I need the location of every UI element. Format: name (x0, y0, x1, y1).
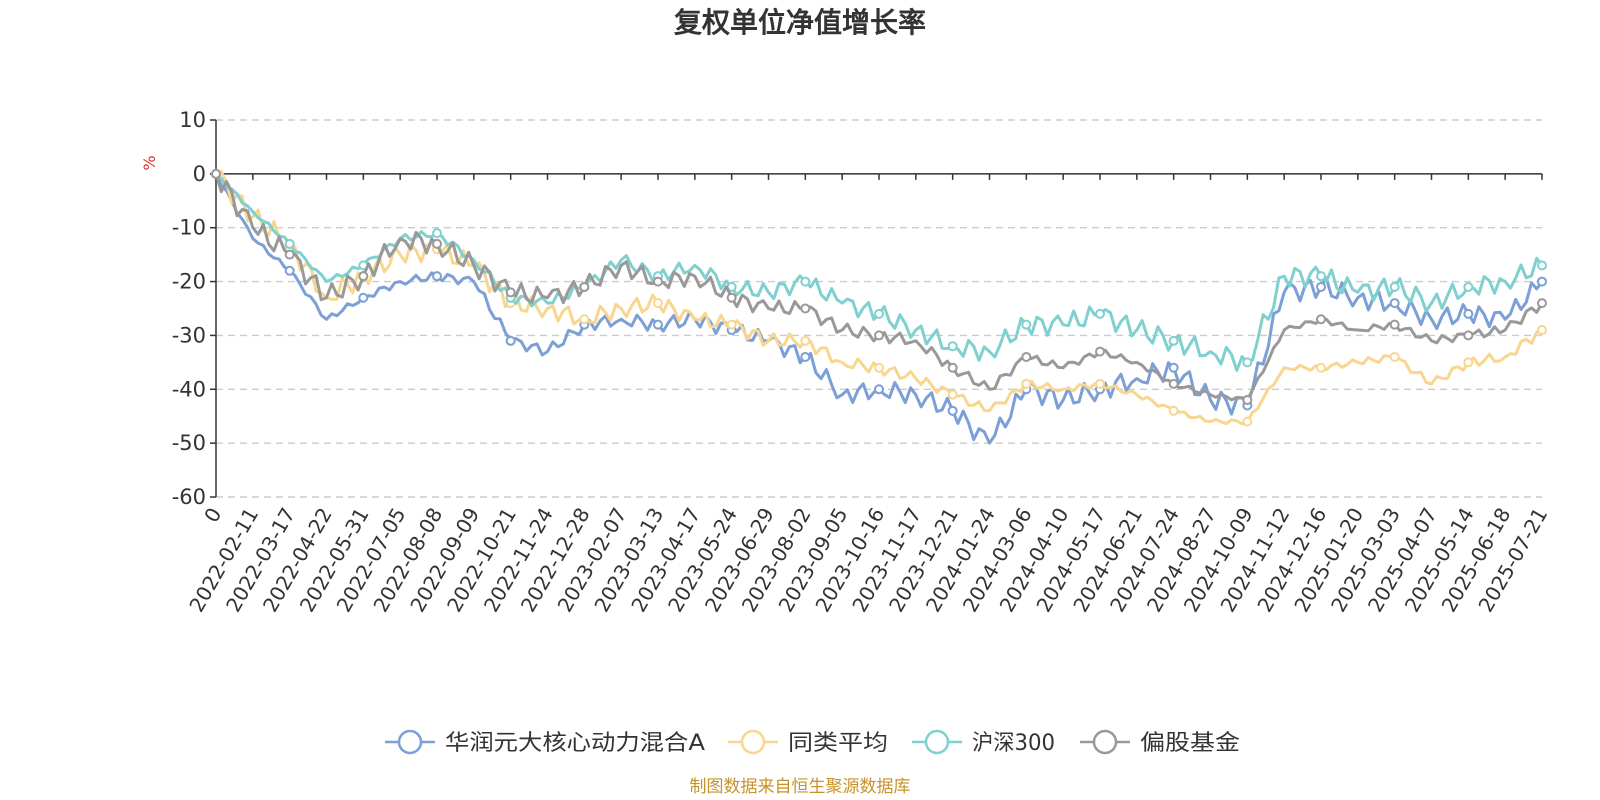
data-point (874, 384, 884, 395)
x-axis-ticks: 02022-02-112022-03-172022-04-222022-05-3… (184, 503, 1552, 616)
data-point (1463, 308, 1474, 319)
legend-label: 华润元大核心动力混合A (445, 731, 705, 756)
data-point (653, 276, 663, 287)
data-point (1021, 378, 1032, 389)
data-point (284, 249, 295, 260)
data-point (726, 319, 737, 330)
data-point (874, 362, 884, 373)
data-point (211, 168, 221, 179)
data-point (1389, 319, 1400, 330)
data-point (1168, 362, 1179, 373)
data-point (284, 265, 295, 276)
legend-marker (924, 729, 950, 755)
y-axis-ticks: 10 0 -10 -20 -30 -40 -50 -60 (172, 108, 206, 509)
data-point (1389, 351, 1400, 362)
data-point (1463, 281, 1474, 292)
source-note: 制图数据来自恒生聚源数据库 (690, 777, 911, 797)
y-tick-label: -40 (172, 377, 206, 401)
data-point (432, 228, 442, 239)
data-point (1168, 335, 1179, 346)
data-point (874, 308, 884, 319)
y-tick-label: -20 (172, 270, 206, 294)
data-point (432, 271, 442, 282)
data-point (1316, 281, 1326, 292)
data-point (1021, 319, 1032, 330)
data-point (1316, 314, 1326, 325)
data-point (1168, 405, 1179, 416)
data-point (653, 319, 663, 330)
chart-title: 复权单位净值增长率 (674, 6, 926, 39)
data-point (874, 330, 884, 341)
data-point (505, 287, 516, 298)
data-point (800, 351, 811, 362)
data-point (1537, 325, 1547, 336)
legend-label: 沪深300 (972, 731, 1055, 756)
y-axis-unit: % (140, 155, 159, 170)
data-point (1095, 378, 1105, 389)
data-point (1316, 271, 1326, 282)
data-point (1463, 330, 1474, 341)
data-point (1537, 260, 1547, 271)
data-point (800, 303, 811, 314)
data-point (1389, 298, 1400, 309)
data-point (284, 238, 295, 249)
data-point (505, 335, 516, 346)
y-tick-label: -60 (172, 485, 206, 509)
data-point (1095, 308, 1105, 319)
data-point (1463, 357, 1474, 368)
data-point (1168, 378, 1179, 389)
data-point (800, 335, 811, 346)
data-point (726, 292, 737, 303)
data-point (947, 362, 958, 373)
data-point (947, 405, 958, 416)
y-tick-label: 0 (193, 162, 206, 186)
data-point (432, 238, 442, 249)
data-point (1242, 395, 1253, 406)
legend-marker (740, 729, 766, 755)
data-point (1389, 281, 1400, 292)
data-point (947, 341, 958, 352)
data-point (579, 314, 590, 325)
data-point (1537, 276, 1547, 287)
y-tick-label: -50 (172, 431, 206, 455)
data-point (358, 292, 369, 303)
y-tick-label: -30 (172, 323, 206, 347)
data-point (1316, 362, 1326, 373)
data-point (579, 281, 590, 292)
data-point (1242, 416, 1253, 427)
series-line (215, 172, 1544, 372)
axes (210, 119, 1543, 498)
data-point (1242, 357, 1253, 368)
data-point (358, 271, 369, 282)
y-tick-label: -10 (172, 216, 206, 240)
y-tick-label: 10 (179, 108, 206, 132)
legend: 华润元大核心动力混合A 同类平均 沪深300 偏股基金 (385, 729, 1240, 756)
legend-marker (397, 729, 423, 755)
data-point (947, 389, 958, 400)
data-point (1537, 298, 1547, 309)
data-point (1095, 346, 1105, 357)
legend-marker (1092, 729, 1118, 755)
series-lines (211, 168, 1547, 445)
series-line (214, 173, 1544, 445)
legend-label: 同类平均 (788, 731, 888, 756)
data-point (653, 298, 663, 309)
data-point (1021, 351, 1032, 362)
data-point (800, 276, 811, 287)
x-tick-label: 0 (199, 504, 226, 527)
legend-label: 偏股基金 (1140, 731, 1240, 756)
